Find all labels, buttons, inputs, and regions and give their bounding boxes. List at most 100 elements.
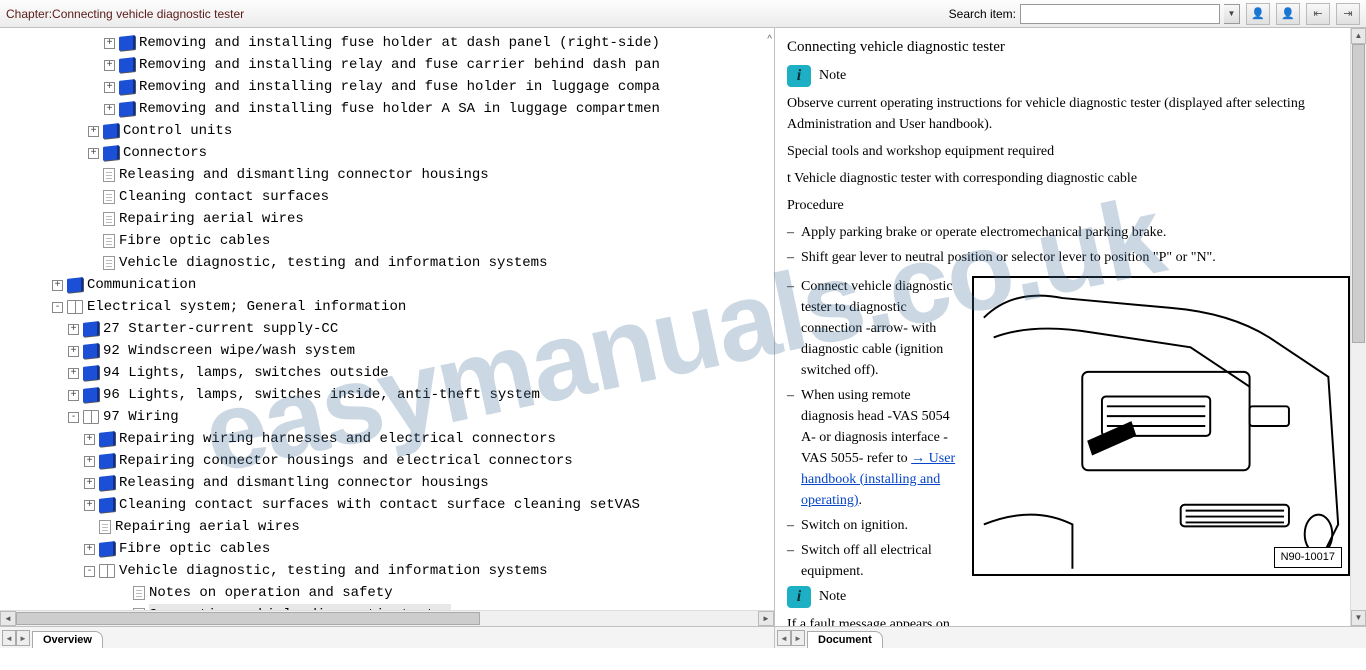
expand-icon[interactable]: + (68, 368, 79, 379)
search-area: Search item: ▼ 👤 👤 ⇤ ⇥ (949, 3, 1360, 25)
search-next-button[interactable]: 👤 (1276, 3, 1300, 25)
tree-row[interactable]: +Repairing wiring harnesses and electric… (4, 428, 774, 450)
doc-split: Connect vehicle diagnostic tester to dia… (787, 272, 1350, 627)
scroll-left-arrow[interactable]: ◄ (0, 611, 16, 626)
scroll-right-arrow[interactable]: ► (758, 611, 774, 626)
expand-icon[interactable]: + (104, 82, 115, 93)
expand-icon[interactable]: + (68, 324, 79, 335)
tree-row[interactable]: -97 Wiring (4, 406, 774, 428)
tree-row[interactable]: + Removing and installing fuse holder at … (4, 32, 774, 54)
scroll-down-arrow[interactable]: ▼ (1351, 610, 1366, 626)
tree-row[interactable]: +92 Windscreen wipe/wash system (4, 340, 774, 362)
tree-row[interactable]: Cleaning contact surfaces (4, 186, 774, 208)
book-closed-icon (99, 497, 115, 513)
tab-nav-first[interactable]: ◄ (777, 630, 791, 646)
expand-icon[interactable]: + (84, 544, 95, 555)
tree-row[interactable]: Notes on operation and safety (4, 582, 774, 604)
expander-blank (118, 588, 129, 599)
expand-icon[interactable]: + (104, 38, 115, 49)
doc-title: Connecting vehicle diagnostic tester (787, 36, 1350, 59)
tree-row[interactable]: +94 Lights, lamps, switches outside (4, 362, 774, 384)
scroll-thumb[interactable] (16, 612, 480, 625)
tree-row[interactable]: +Removing and installing fuse holder A S… (4, 98, 774, 120)
tree-row[interactable]: Repairing aerial wires (4, 208, 774, 230)
info-icon: i (787, 586, 811, 608)
tree-view[interactable]: ^ +Removing and installing fuse holder a… (0, 28, 774, 610)
book-closed-icon (103, 123, 119, 139)
book-closed-icon (99, 453, 115, 469)
document-icon (103, 168, 115, 182)
tree-row[interactable]: +Repairing connector housings and electr… (4, 450, 774, 472)
tab-nav-first[interactable]: ◄ (2, 630, 16, 646)
scroll-up-arrow[interactable]: ▲ (1351, 28, 1366, 44)
tree-row[interactable]: Fibre optic cables (4, 230, 774, 252)
chapter-label: Chapter:Connecting vehicle diagnostic te… (6, 7, 244, 21)
tree-row[interactable]: +Communication (4, 274, 774, 296)
vertical-scrollbar[interactable]: ▲ ▼ (1350, 28, 1366, 626)
expand-icon[interactable]: + (84, 434, 95, 445)
tab-nav-last[interactable]: ► (16, 630, 30, 646)
collapse-icon[interactable]: - (68, 412, 79, 423)
tree-row[interactable]: +Control units (4, 120, 774, 142)
expand-icon[interactable]: + (84, 456, 95, 467)
tree-row[interactable]: +Removing and installing relay and fuse … (4, 54, 774, 76)
tree-row[interactable]: +96 Lights, lamps, switches inside, anti… (4, 384, 774, 406)
note-block-1: i Note (787, 65, 1350, 87)
document-view[interactable]: Connecting vehicle diagnostic tester i N… (775, 28, 1366, 626)
toolbar: Chapter:Connecting vehicle diagnostic te… (0, 0, 1366, 28)
expand-icon[interactable]: + (104, 104, 115, 115)
tree-item-label: Vehicle diagnostic, testing and informat… (119, 252, 547, 274)
collapse-right-button[interactable]: ⇥ (1336, 3, 1360, 25)
search-input[interactable] (1020, 4, 1220, 24)
document-icon (99, 520, 111, 534)
search-dropdown-button[interactable]: ▼ (1224, 4, 1240, 24)
tree-item-label: Repairing aerial wires (119, 208, 304, 230)
note-text-1: Observe current operating instructions f… (787, 93, 1350, 135)
tree-row[interactable]: +Removing and installing relay and fuse … (4, 76, 774, 98)
doc-figure-column: N90-10017 (972, 272, 1350, 627)
tree-item-label: Vehicle diagnostic, testing and informat… (119, 560, 547, 582)
tree-item-label: 94 Lights, lamps, switches outside (103, 362, 389, 384)
expand-icon[interactable]: + (104, 60, 115, 71)
expand-icon[interactable]: + (68, 346, 79, 357)
tree-row[interactable]: Releasing and dismantling connector hous… (4, 164, 774, 186)
expand-icon[interactable]: + (88, 148, 99, 159)
tree-row[interactable]: +Releasing and dismantling connector hou… (4, 472, 774, 494)
left-tabstrip: ◄ ► Overview (0, 626, 774, 648)
procedure-step: Shift gear lever to neutral position or … (801, 247, 1350, 268)
procedure-step: Switch on ignition. (801, 515, 962, 536)
left-pane: ^ +Removing and installing fuse holder a… (0, 28, 775, 648)
procedure-step: Connect vehicle diagnostic tester to dia… (801, 276, 962, 381)
tree-row[interactable]: +Fibre optic cables (4, 538, 774, 560)
tree-row[interactable]: +27 Starter-current supply-CC (4, 318, 774, 340)
tab-nav-last[interactable]: ► (791, 630, 805, 646)
book-closed-icon (83, 387, 99, 403)
expand-icon[interactable]: + (52, 280, 63, 291)
book-closed-icon (99, 431, 115, 447)
tree-row[interactable]: -Electrical system; General information (4, 296, 774, 318)
expander-blank (84, 522, 95, 533)
scroll-thumb[interactable] (1352, 44, 1365, 343)
tree-row[interactable]: Repairing aerial wires (4, 516, 774, 538)
tree-item-label: Removing and installing fuse holder at d… (139, 32, 660, 54)
figure-label: N90-10017 (1274, 547, 1342, 568)
tree-row[interactable]: - Vehicle diagnostic, testing and informa… (4, 560, 774, 582)
horizontal-scrollbar[interactable]: ◄ ► (0, 610, 774, 626)
collapse-icon[interactable]: - (84, 566, 95, 577)
book-closed-icon (119, 101, 135, 117)
book-closed-icon (103, 145, 119, 161)
expand-icon[interactable]: + (84, 478, 95, 489)
tree-row[interactable]: +Cleaning contact surfaces with contact … (4, 494, 774, 516)
tab-overview[interactable]: Overview (32, 631, 103, 648)
tab-document[interactable]: Document (807, 631, 883, 648)
expand-icon[interactable]: + (84, 500, 95, 511)
tree-row[interactable]: +Connectors (4, 142, 774, 164)
search-prev-button[interactable]: 👤 (1246, 3, 1270, 25)
tree-row[interactable]: Vehicle diagnostic, testing and informat… (4, 252, 774, 274)
collapse-left-button[interactable]: ⇤ (1306, 3, 1330, 25)
collapse-icon[interactable]: - (52, 302, 63, 313)
tools-heading: Special tools and workshop equipment req… (787, 141, 1350, 162)
procedure-heading: Procedure (787, 195, 1350, 216)
expand-icon[interactable]: + (88, 126, 99, 137)
expand-icon[interactable]: + (68, 390, 79, 401)
